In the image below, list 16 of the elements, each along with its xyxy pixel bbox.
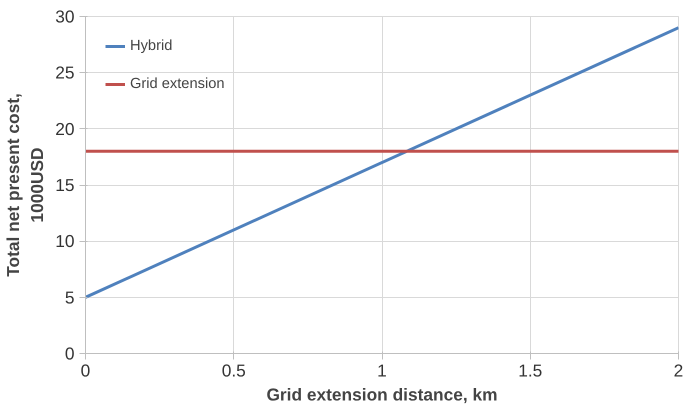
legend-label: Hybrid xyxy=(130,38,172,54)
y-axis-title: Total net present cost, 1000USD xyxy=(3,93,48,277)
legend-label: Grid extension xyxy=(130,76,224,92)
x-tick-label: 2 xyxy=(674,360,684,380)
x-tick-label: 0.5 xyxy=(222,360,246,380)
x-tick-label: 1.5 xyxy=(518,360,542,380)
y-tick-label: 15 xyxy=(55,175,75,195)
y-tick-label: 10 xyxy=(55,231,75,252)
y-tick-label: 0 xyxy=(64,344,75,364)
y-tick-label: 5 xyxy=(64,287,75,308)
y-tick-label: 20 xyxy=(55,118,75,139)
y-tick-label: 25 xyxy=(55,62,75,83)
y-tick-label: 30 xyxy=(55,6,75,26)
x-tick-label: 0 xyxy=(80,360,90,380)
x-tick-label: 1 xyxy=(377,360,387,380)
x-axis-title: Grid extension distance, km xyxy=(266,384,498,404)
